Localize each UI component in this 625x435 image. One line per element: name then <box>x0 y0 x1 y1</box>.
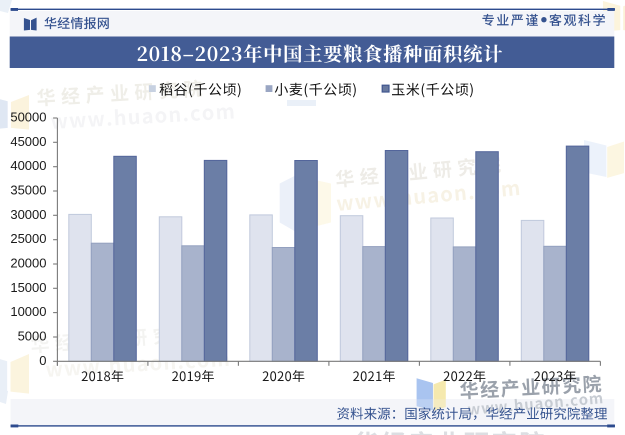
svg-text:25000: 25000 <box>10 231 46 246</box>
svg-text:45000: 45000 <box>10 134 46 149</box>
svg-text:30000: 30000 <box>10 207 46 222</box>
svg-text:35000: 35000 <box>10 183 46 198</box>
svg-text:40000: 40000 <box>10 158 46 173</box>
svg-text:10000: 10000 <box>10 304 46 319</box>
svg-text:5000: 5000 <box>18 329 47 344</box>
svg-text:50000: 50000 <box>10 110 46 125</box>
svg-text:0: 0 <box>39 353 46 368</box>
svg-text:15000: 15000 <box>10 280 46 295</box>
svg-text:20000: 20000 <box>10 256 46 271</box>
